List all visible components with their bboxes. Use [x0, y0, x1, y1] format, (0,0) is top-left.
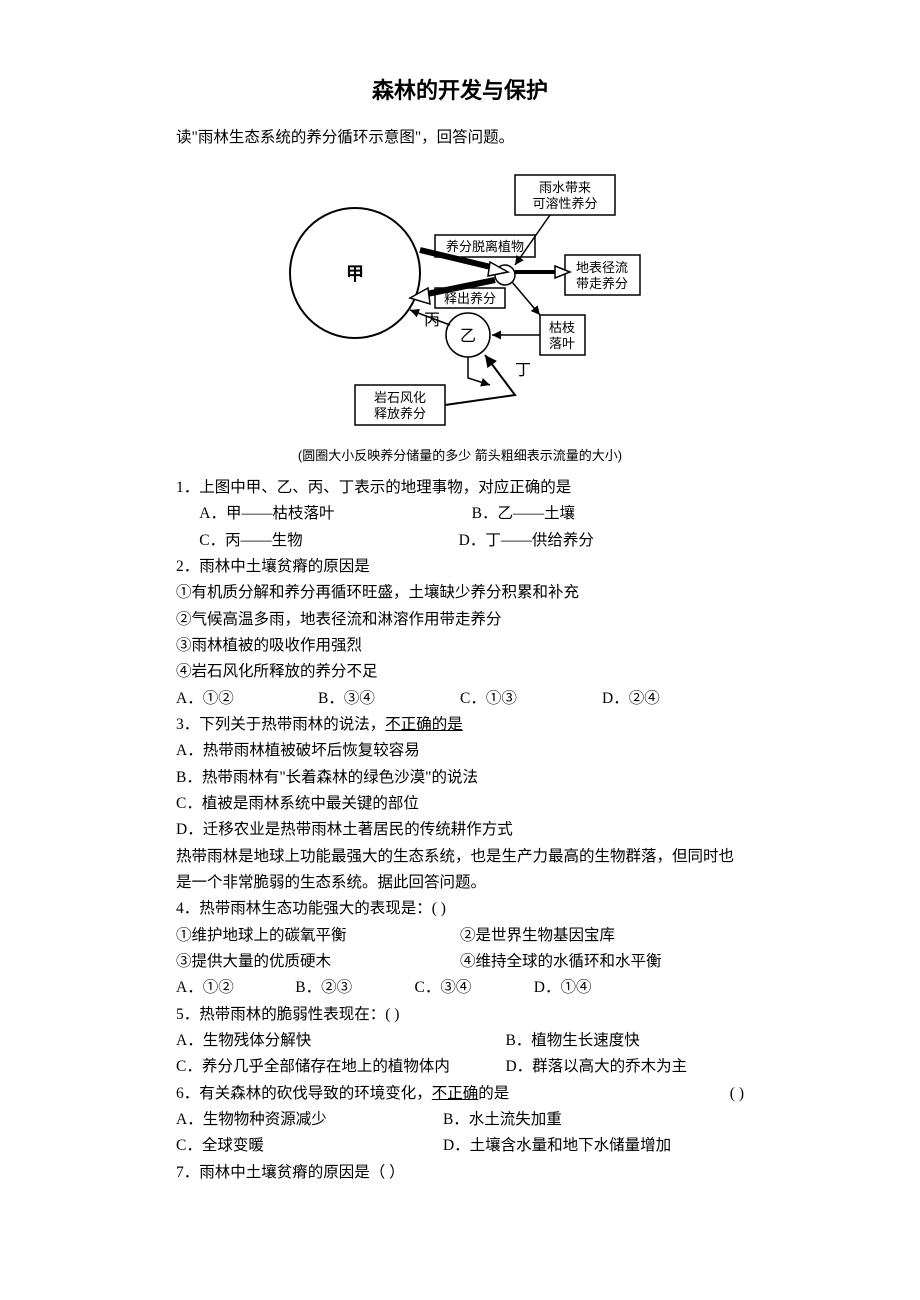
label-jia: 甲	[346, 264, 364, 284]
q3-stem-pre: 3．下列关于热带雨林的说法，	[176, 716, 385, 733]
q5-opt-a: A．生物残体分解快	[176, 1028, 505, 1054]
q2-stem: 2．雨林中土壤贫瘠的原因是	[176, 554, 744, 580]
q2-s4: ④岩石风化所释放的养分不足	[176, 659, 744, 685]
nutrient-cycle-svg: 甲 雨水带来 可溶性养分 养分脱离植物 地表径流 带走养分 释出养分 枯枝 落叶	[260, 160, 660, 445]
page: 森林的开发与保护 读"雨林生态系统的养分循环示意图"，回答问题。 甲 雨水带来 …	[0, 0, 920, 1226]
litter-line2: 落叶	[549, 336, 575, 351]
q4-row2: ③提供大量的优质硬木 ④维持全球的水循环和水平衡	[176, 949, 744, 975]
arrow-jia-out-head	[488, 262, 508, 276]
q1-opts-row2: C．丙——生物 D．丁——供给养分	[176, 528, 744, 554]
label-yi: 乙	[460, 328, 476, 345]
runoff-line1: 地表径流	[576, 260, 628, 275]
intro-text: 读"雨林生态系统的养分循环示意图"，回答问题。	[176, 125, 744, 151]
q5-opt-c: C．养分几乎全部储存在地上的植物体内	[176, 1054, 505, 1080]
q6-stem-row: 6．有关森林的砍伐导致的环境变化，不正确的是 ( )	[176, 1081, 744, 1107]
figure-caption: (圆圈大小反映养分储量的多少 箭头粗细表示流量的大小)	[176, 445, 744, 467]
q5-row1: A．生物残体分解快 B．植物生长速度快	[176, 1028, 744, 1054]
q1-stem: 1．上图中甲、乙、丙、丁表示的地理事物，对应正确的是	[176, 475, 744, 501]
q3-opt-c: C．植被是雨林系统中最关键的部位	[176, 791, 744, 817]
q4-opt-b: B．②③	[295, 975, 414, 1001]
rain-line2: 可溶性养分	[532, 196, 597, 211]
q2-opt-c: C．①③	[460, 686, 602, 712]
q2-opt-b: B．③④	[318, 686, 460, 712]
weather-line2: 释放养分	[374, 406, 426, 421]
q6-row2: C．全球变暖 D．土壤含水量和地下水储量增加	[176, 1133, 744, 1159]
q6-opt-d: D．土壤含水量和地下水储量增加	[443, 1133, 744, 1159]
arrow-sc-litter	[512, 282, 540, 315]
q2-s3: ③雨林植被的吸收作用强烈	[176, 633, 744, 659]
label-ding: 丁	[515, 362, 531, 379]
q4-opt-a: A．①②	[176, 975, 295, 1001]
q1-opt-d: D．丁——供给养分	[459, 528, 744, 554]
q6-opt-c: C．全球变暖	[176, 1133, 443, 1159]
q5-opt-d: D．群落以高大的乔木为主	[505, 1054, 744, 1080]
weather-line1: 岩石风化	[374, 390, 426, 405]
q1-opts-row1: A．甲——枯枝落叶 B．乙——土壤	[176, 501, 744, 527]
q6-stem-pre: 6．有关森林的砍伐导致的环境变化，	[176, 1085, 432, 1102]
q2-opts: A．①② B．③④ C．①③ D．②④	[176, 686, 744, 712]
litter-line1: 枯枝	[549, 320, 575, 335]
label-release: 释出养分	[444, 291, 496, 306]
q4-s3: ③提供大量的优质硬木	[176, 949, 460, 975]
q3-opt-b: B．热带雨林有"长着森林的绿色沙漠"的说法	[176, 765, 744, 791]
q6-stem-post: 的是	[478, 1085, 509, 1102]
q6-opt-b: B．水土流失加重	[443, 1107, 744, 1133]
q3-opt-a: A．热带雨林植被破坏后恢复较容易	[176, 738, 744, 764]
q3-opt-d: D．迁移农业是热带雨林土著居民的传统耕作方式	[176, 817, 744, 843]
q2-opt-a: A．①②	[176, 686, 318, 712]
q5-row2: C．养分几乎全部储存在地上的植物体内 D．群落以高大的乔木为主	[176, 1054, 744, 1080]
q7-stem: 7．雨林中土壤贫瘠的原因是（ ）	[176, 1160, 744, 1186]
rain-line1: 雨水带来	[539, 180, 591, 195]
q2-s1: ①有机质分解和养分再循环旺盛，土壤缺少养分积累和补充	[176, 580, 744, 606]
q4-s2: ②是世界生物基因宝库	[460, 923, 744, 949]
q6-stem: 6．有关森林的砍伐导致的环境变化，不正确的是	[176, 1081, 730, 1107]
q4-s4: ④维持全球的水循环和水平衡	[460, 949, 744, 975]
q4-s1: ①维护地球上的碳氧平衡	[176, 923, 460, 949]
q6-opt-a: A．生物物种资源减少	[176, 1107, 443, 1133]
q3-stem: 3．下列关于热带雨林的说法，不正确的是	[176, 712, 744, 738]
q5-stem: 5．热带雨林的脆弱性表现在：( )	[176, 1002, 744, 1028]
q2-s2: ②气候高温多雨，地表径流和淋溶作用带走养分	[176, 607, 744, 633]
page-title: 森林的开发与保护	[176, 72, 744, 109]
q4-opt-c: C．③④	[415, 975, 534, 1001]
q2-opt-d: D．②④	[602, 686, 744, 712]
q4-opt-d: D．①④	[534, 975, 653, 1001]
q1-opt-b: B．乙——土壤	[472, 501, 744, 527]
runoff-line2: 带走养分	[576, 276, 628, 291]
q6-paren: ( )	[730, 1081, 744, 1107]
label-nutrient-out: 养分脱离植物	[446, 239, 524, 254]
passage2: 热带雨林是地球上功能最强大的生态系统，也是生产力最高的生物群落，但同时也是一个非…	[176, 844, 744, 897]
q4-opts: A．①② B．②③ C．③④ D．①④	[176, 975, 744, 1001]
arrow-yi-out	[468, 357, 490, 385]
q6-stem-underline: 不正确	[432, 1085, 479, 1102]
diagram: 甲 雨水带来 可溶性养分 养分脱离植物 地表径流 带走养分 释出养分 枯枝 落叶	[176, 160, 744, 467]
q4-stem: 4．热带雨林生态功能强大的表现是：( )	[176, 896, 744, 922]
q3-stem-underline: 不正确的是	[385, 716, 463, 733]
q4-row1: ①维护地球上的碳氧平衡 ②是世界生物基因宝库	[176, 923, 744, 949]
q5-opt-b: B．植物生长速度快	[505, 1028, 744, 1054]
q1-opt-a: A．甲——枯枝落叶	[199, 501, 471, 527]
arrow-weather-yi	[445, 355, 515, 405]
q6-row1: A．生物物种资源减少 B．水土流失加重	[176, 1107, 744, 1133]
q1-opt-c: C．丙——生物	[199, 528, 458, 554]
